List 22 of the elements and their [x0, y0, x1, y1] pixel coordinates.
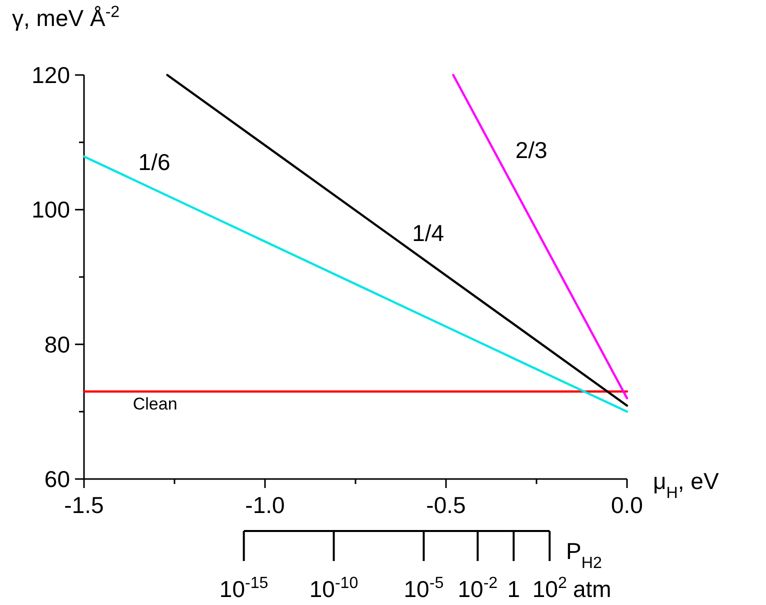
- y-tick-label: 120: [32, 62, 70, 88]
- x2-tick-label: 10$^{2}$: [532, 574, 567, 602]
- x-axis-title: μ$_{H}$, eV: [653, 468, 720, 502]
- x2-tick-label: 10$^{-2}$: [458, 574, 498, 602]
- y-axis-title: γ, meV Å$^{-2}$: [12, 3, 120, 31]
- x-tick-label: 0.0: [611, 492, 643, 518]
- x-tick-label: -0.5: [426, 492, 466, 518]
- x-tick-label: -1.5: [64, 492, 104, 518]
- x2-tick-label: 1: [507, 576, 520, 602]
- x2-tick-label: 10$^{-10}$: [309, 574, 358, 602]
- x2-tick-label: 10$^{-5}$: [404, 574, 444, 602]
- series-label: 1/6: [138, 148, 170, 175]
- x2-axis-title: P$_{H2}$: [566, 538, 602, 572]
- series-label: 2/3: [515, 136, 548, 163]
- x2-tick-label: 10$^{-15}$: [219, 574, 268, 602]
- y-tick-label: 100: [32, 196, 70, 223]
- y-tick-label: 80: [44, 331, 70, 358]
- series-label: Clean: [132, 394, 178, 414]
- x-tick-label: -1.0: [245, 492, 285, 518]
- text: atm: [573, 576, 612, 602]
- series-label: 1/4: [412, 220, 444, 246]
- y-tick-label: 60: [44, 466, 70, 492]
